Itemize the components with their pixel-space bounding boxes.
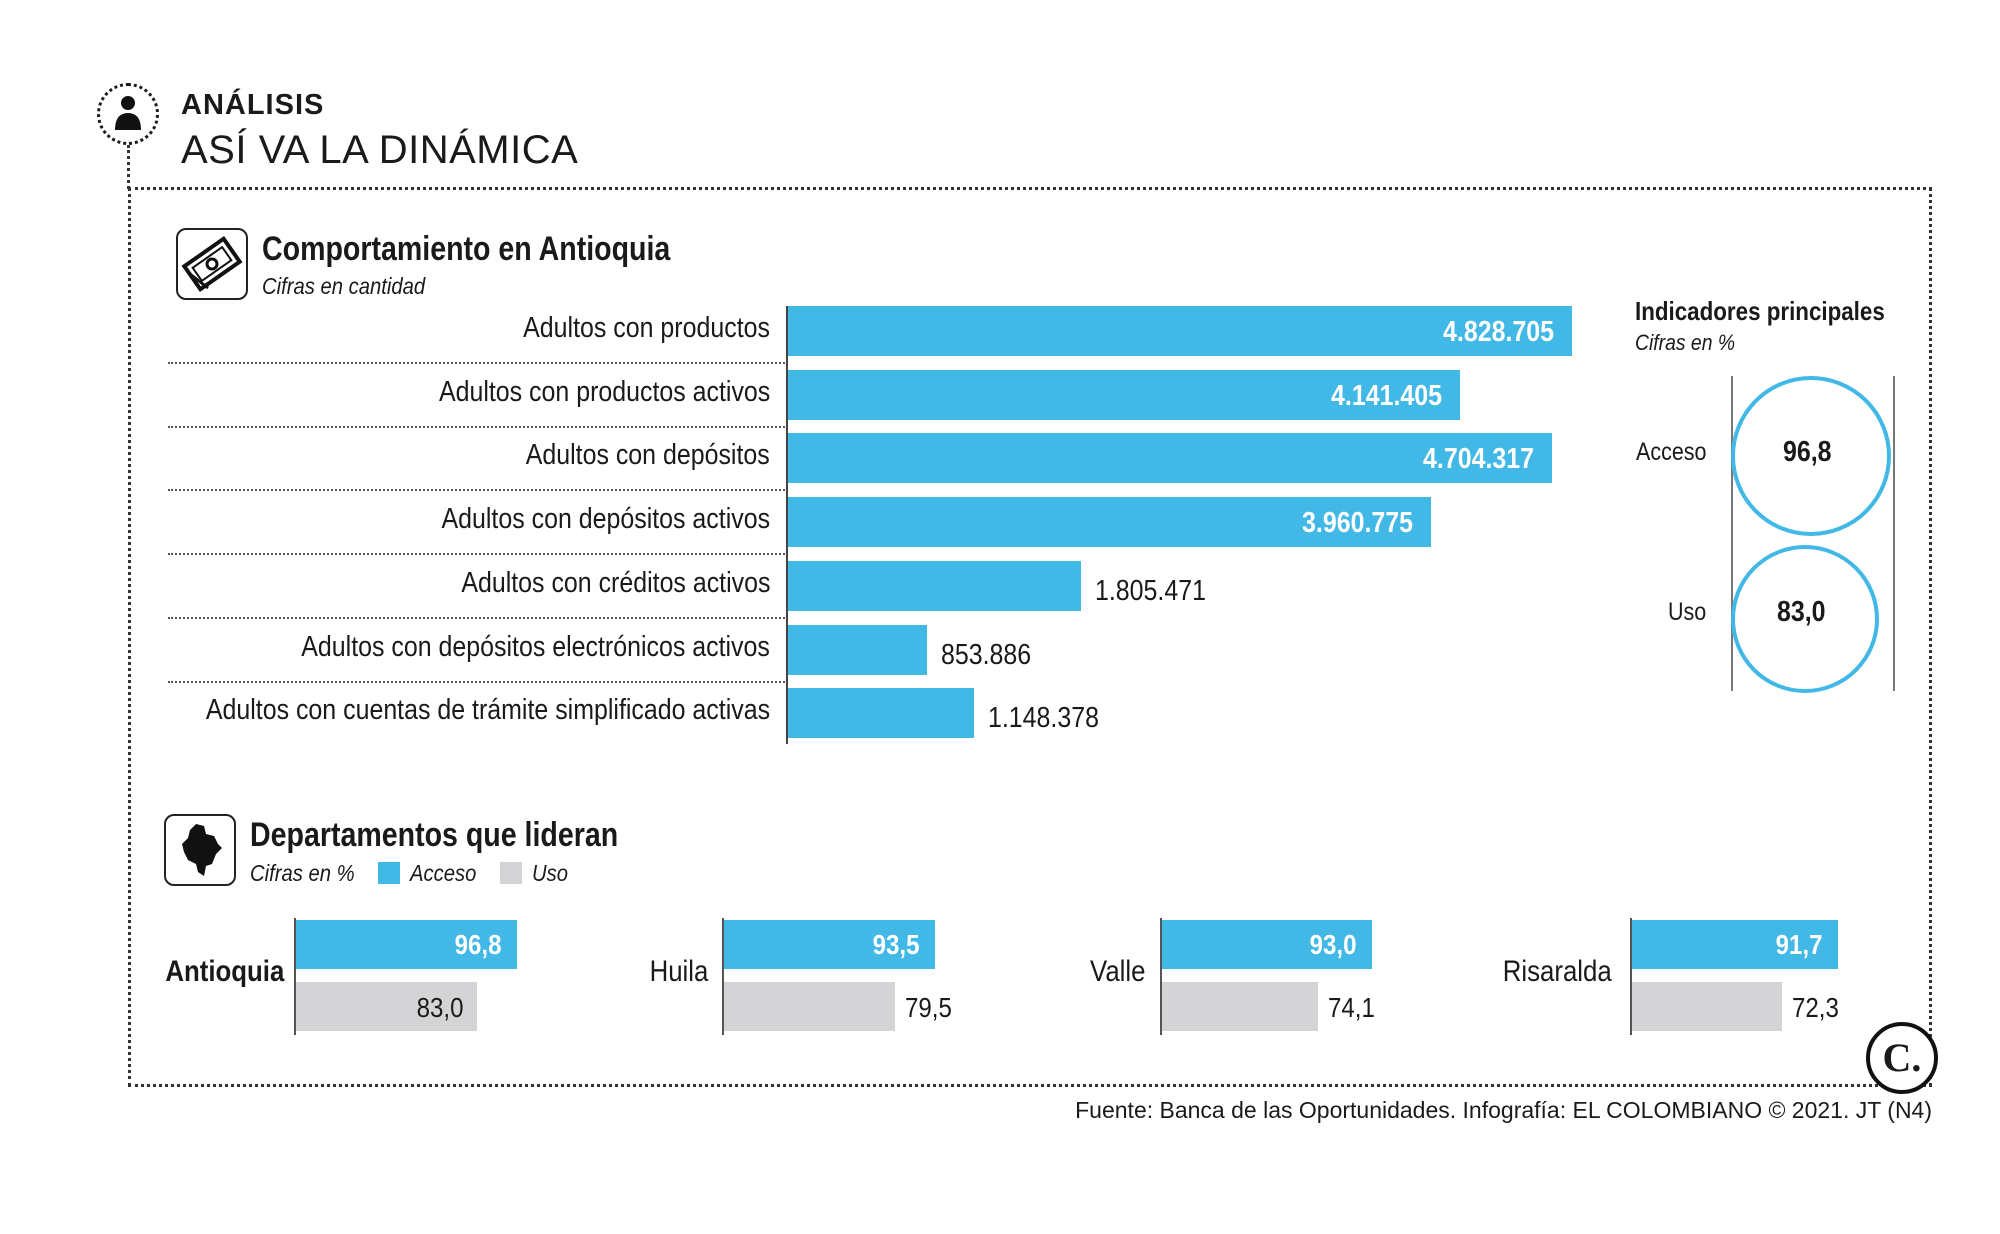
department-name: Antioquia	[165, 955, 284, 988]
money-bill-icon	[176, 228, 248, 300]
bar-value-access: 93,0	[1309, 929, 1356, 960]
legend-label-access: Acceso	[410, 860, 477, 886]
bar-value-access: 96,8	[454, 929, 501, 960]
bar-access	[1162, 920, 1372, 969]
category-label: Adultos con créditos activos	[460, 566, 770, 599]
indicators-right-rule	[1893, 376, 1895, 691]
row-separator	[168, 489, 788, 492]
indicators-subtitle: Cifras en %	[1635, 330, 1736, 355]
indicators-title: Indicadores principales	[1635, 296, 1885, 326]
indicators-left-rule	[1731, 376, 1733, 691]
bar-value-label: 3.960.775	[1302, 507, 1413, 540]
kicker: ANÁLISIS	[181, 89, 325, 121]
bar	[788, 624, 927, 675]
row-separator	[168, 680, 788, 683]
category-label: Adultos con productos activos	[438, 375, 770, 408]
bar	[788, 369, 1460, 420]
bar-use	[1632, 982, 1782, 1031]
department-axis	[1160, 918, 1162, 1035]
department-axis	[1630, 918, 1632, 1035]
el-colombiano-logo-icon: C.	[1866, 1022, 1938, 1094]
colombia-map-icon	[164, 814, 236, 886]
department-name: Huila	[649, 955, 708, 988]
bar-value-use: 83,0	[416, 992, 463, 1023]
category-label: Adultos con productos	[523, 312, 770, 344]
row-separator	[168, 553, 788, 556]
row-separator	[168, 425, 788, 428]
indicator-value-access: 96,8	[1782, 436, 1832, 468]
category-label: Adultos con depósitos activos	[441, 503, 770, 536]
bar-use	[296, 982, 477, 1031]
bar	[788, 688, 974, 739]
indicator-circle-access	[1731, 376, 1891, 536]
bar	[788, 497, 1431, 548]
indicator-circle-use	[1731, 545, 1879, 693]
legend-swatch-use	[500, 862, 522, 884]
bar-value-use: 72,3	[1792, 992, 1839, 1023]
section-title: Comportamiento en Antioquia	[262, 230, 671, 268]
bar-value-label: 1.805.471	[1095, 574, 1206, 607]
category-label: Adultos con depósitos electrónicos activ…	[301, 630, 770, 663]
bar-value-label: 1.148.378	[988, 702, 1099, 735]
bar-value-label: 4.704.317	[1423, 443, 1534, 476]
bar	[788, 433, 1552, 484]
bar-value-use: 74,1	[1328, 992, 1375, 1023]
source-note: Fuente: Banca de las Oportunidades. Info…	[1075, 1097, 1932, 1123]
bar-value-access: 91,7	[1775, 929, 1822, 960]
bar-value-label: 853.886	[941, 638, 1032, 671]
category-label: Adultos con cuentas de trámite simplific…	[205, 694, 770, 727]
bar	[788, 306, 1572, 356]
person-icon	[97, 83, 159, 145]
bar-access	[1632, 920, 1838, 969]
department-axis	[294, 918, 296, 1035]
bar-value-use: 79,5	[905, 992, 952, 1023]
headline: ASÍ VA LA DINÁMICA	[181, 128, 579, 172]
section-subtitle-departments: Cifras en %	[250, 860, 355, 886]
legend-swatch-access	[378, 862, 400, 884]
department-name: Valle	[1089, 955, 1145, 988]
row-separator	[168, 616, 788, 619]
section-subtitle: Cifras en cantidad	[262, 273, 426, 299]
bar	[788, 560, 1081, 611]
frame-connector	[127, 145, 130, 189]
chart-frame	[128, 187, 1932, 1087]
bar-value-access: 93,5	[872, 929, 919, 960]
section-title-departments: Departamentos que lideran	[250, 816, 619, 854]
bar-value-label: 4.828.705	[1443, 316, 1554, 348]
bar-use	[1162, 982, 1318, 1031]
chart-axis	[786, 306, 788, 744]
row-separator	[168, 362, 788, 364]
bar-value-label: 4.141.405	[1331, 379, 1442, 412]
indicator-label-access: Acceso	[1636, 438, 1707, 466]
bar-access	[296, 920, 517, 969]
bar-access	[724, 920, 935, 969]
legend-label-use: Uso	[532, 860, 568, 886]
department-name: Risaralda	[1503, 955, 1612, 988]
indicator-value-use: 83,0	[1776, 596, 1826, 628]
indicator-label-use: Uso	[1668, 598, 1707, 626]
bar-use	[724, 982, 895, 1031]
category-label: Adultos con depósitos	[525, 439, 770, 472]
department-axis	[722, 918, 724, 1035]
